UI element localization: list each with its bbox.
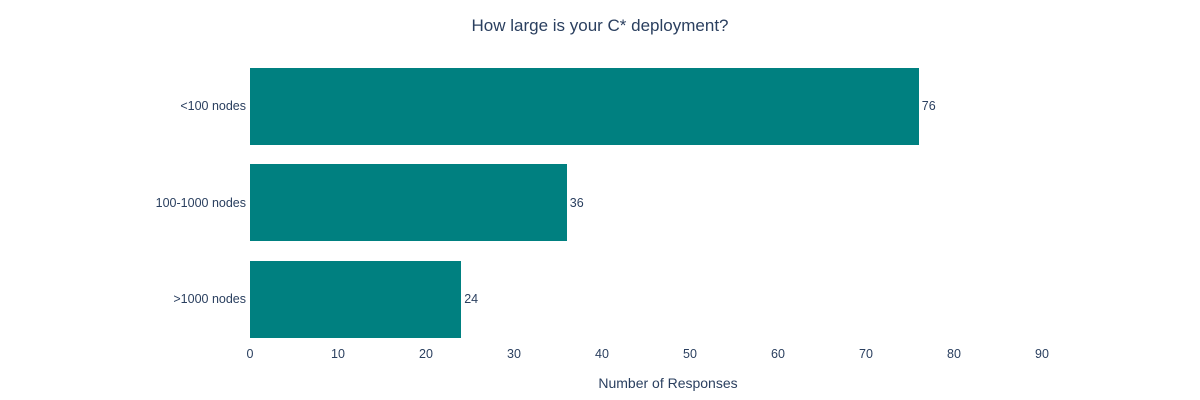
bar-row: 24	[250, 251, 1086, 348]
bar-row: 76	[250, 58, 1086, 155]
x-axis-tick: 60	[771, 347, 785, 361]
y-axis-label: 100-1000 nodes	[155, 195, 246, 210]
bar-1	[250, 67, 919, 145]
x-axis-tick: 80	[947, 347, 961, 361]
x-axis-tick: 50	[683, 347, 697, 361]
bar-2	[250, 164, 567, 242]
chart-title: How large is your C* deployment?	[471, 16, 729, 35]
bar-row: 36	[250, 155, 1086, 252]
x-axis-tick: 30	[507, 347, 521, 361]
y-axis-label: >1000 nodes	[173, 292, 246, 307]
x-axis-title: Number of Responses	[598, 375, 738, 391]
bar-3	[250, 260, 462, 338]
bar-value-label: 36	[569, 195, 584, 210]
x-axis-tick: 20	[419, 347, 433, 361]
x-axis-tick: 10	[331, 347, 345, 361]
x-axis-tick: 70	[859, 347, 873, 361]
x-axis-tick: 40	[595, 347, 609, 361]
y-axis-label: <100 nodes	[180, 99, 246, 114]
x-axis-tick: 0	[246, 347, 254, 361]
bar-value-label: 76	[921, 99, 936, 114]
bar-value-label: 24	[464, 292, 479, 307]
plot-area: 76 36 24	[250, 58, 1086, 348]
x-axis-tick: 90	[1035, 347, 1049, 361]
